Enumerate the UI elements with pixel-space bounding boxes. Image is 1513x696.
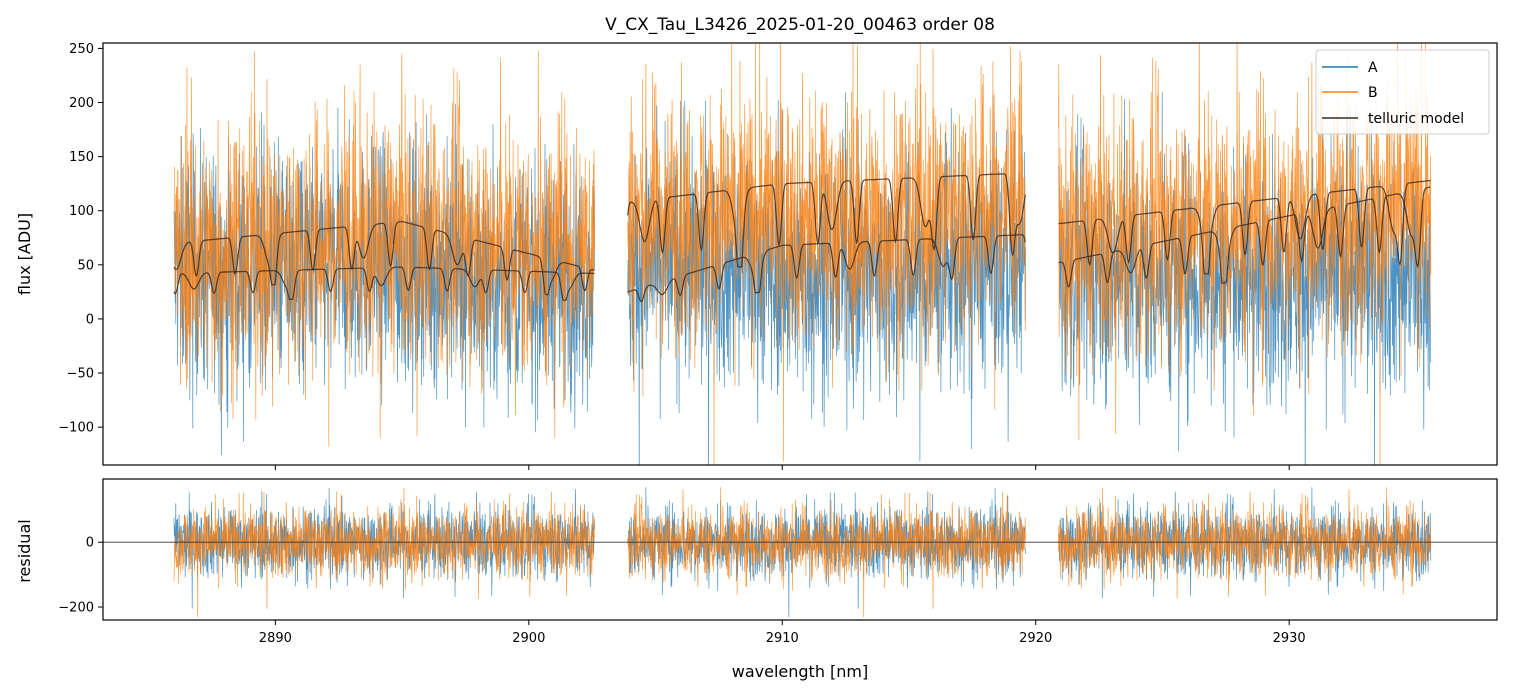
telluric-model-line-2-segment-1: [173, 220, 595, 296]
residual-y-axis: −200 0: [58, 536, 103, 616]
telluric-model-line-2-segment-2: [627, 173, 1026, 268]
spectrum-ytick-label: 0: [86, 312, 94, 327]
spectrum-plot-area: [173, 43, 1432, 465]
residual-x-axis: 2890 2900 2910 2920 2930: [259, 620, 1306, 646]
spectrum-ytick-label: 100: [69, 204, 94, 219]
spectrum-axes-frame: [102, 42, 1498, 466]
residual-xtick-label: 2890: [259, 631, 292, 646]
chart-title: V_CX_Tau_L3426_2025-01-20_00463 order 08: [605, 15, 995, 35]
residual-ytick-label: 0: [86, 536, 94, 551]
spectrum-y-label: flux [ADU]: [15, 213, 34, 295]
spectrum-ytick-label: 250: [69, 42, 94, 57]
legend-label-a: A: [1368, 60, 1378, 76]
legend-box: [1315, 49, 1490, 135]
legend-label-telluric: telluric model: [1368, 111, 1464, 127]
x-axis-label: wavelength [nm]: [732, 662, 869, 681]
residual-xtick-label: 2920: [1019, 631, 1052, 646]
telluric-model-line-2-segment-3: [1058, 179, 1431, 275]
spectrum-ytick-label: −100: [58, 421, 94, 436]
spectrum-ytick-label: 50: [77, 258, 94, 273]
spectrum-ytick-label: 150: [69, 150, 94, 165]
telluric-model-line-1-segment-3: [1058, 186, 1431, 288]
residual-axes-frame: [102, 478, 1498, 621]
residual-plot-area: [103, 487, 1497, 618]
series-b-segment-2: [627, 43, 1026, 465]
legend-label-b: B: [1368, 85, 1378, 101]
spectrum-y-axis: −100 −50 0 50 100 150 200 250: [58, 42, 103, 436]
series-b-segment-3: [1058, 43, 1432, 465]
spectrum-ytick-label: −50: [67, 367, 94, 382]
residual-xtick-label: 2900: [512, 631, 545, 646]
spectrum-ytick-label: 200: [69, 96, 94, 111]
series-b-segment-1: [173, 50, 595, 447]
residual-b-segment-1: [173, 488, 595, 618]
residual-xtick-label: 2930: [1273, 631, 1306, 646]
telluric-model-line-1-segment-1: [173, 266, 595, 302]
telluric-model-line-1-segment-2: [627, 234, 1026, 303]
residual-b-segment-2: [627, 487, 1026, 618]
residual-xtick-label: 2910: [766, 631, 799, 646]
residual-ytick-label: −200: [58, 601, 94, 616]
residual-y-label: residual: [15, 519, 34, 582]
spectrum-x-axis: [274, 465, 1290, 470]
legend: A B telluric model: [1315, 49, 1490, 135]
